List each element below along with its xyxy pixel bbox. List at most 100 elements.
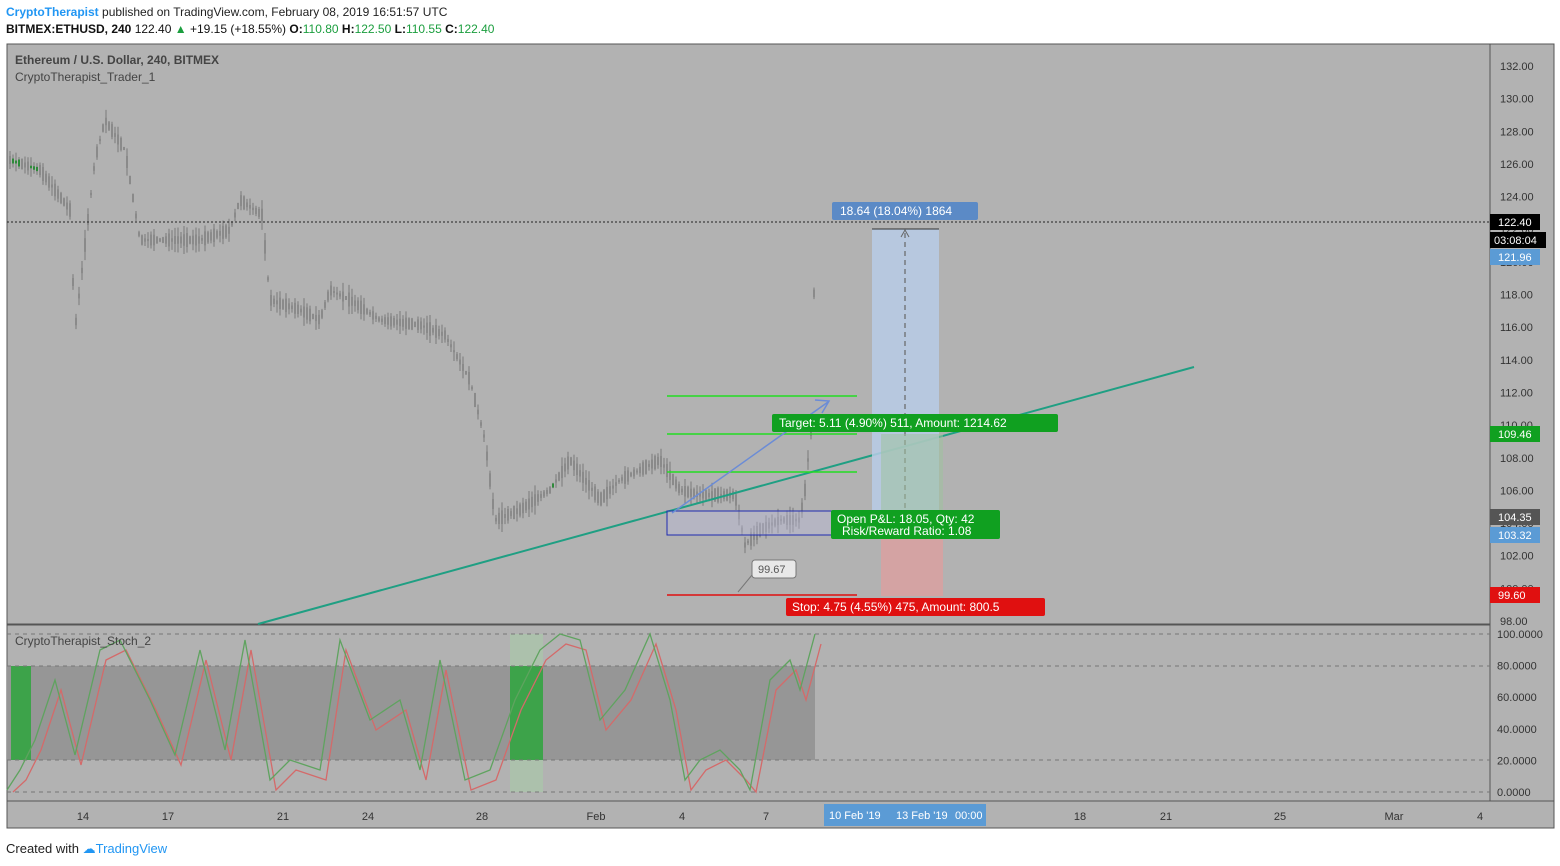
last-price-tag bbox=[1490, 214, 1540, 230]
candle-body bbox=[600, 492, 602, 506]
candle-body bbox=[30, 165, 32, 169]
candle-body bbox=[447, 338, 449, 342]
candle-body bbox=[807, 458, 809, 462]
candle-body bbox=[552, 483, 554, 488]
footer: Created with ☁TradingView bbox=[6, 841, 167, 857]
price-axis[interactable] bbox=[1489, 43, 1555, 802]
candle-body bbox=[117, 134, 119, 145]
candle-body bbox=[666, 463, 668, 478]
candle-body bbox=[759, 523, 761, 537]
candle-body bbox=[189, 236, 191, 244]
candle-body bbox=[795, 518, 797, 522]
candle-body bbox=[57, 189, 59, 199]
price-tick-label: 102.00 bbox=[1500, 551, 1534, 563]
candle-body bbox=[366, 308, 368, 314]
tradingview-link[interactable]: TradingView bbox=[95, 841, 168, 856]
stoch-tick-label: 60.0000 bbox=[1497, 692, 1537, 704]
stoch-axis-ticks: 100.0000 80.0000 60.0000 40.0000 20.0000 0.00… bbox=[1497, 629, 1543, 799]
open-label: O: bbox=[289, 22, 303, 36]
candle-body bbox=[426, 322, 428, 334]
candle-body bbox=[687, 486, 689, 498]
candle-body bbox=[303, 306, 305, 318]
stoch-d-line bbox=[12, 642, 822, 794]
candle-body bbox=[363, 304, 365, 315]
candle-body bbox=[324, 302, 326, 308]
candle-body bbox=[93, 166, 95, 171]
candle-body bbox=[561, 465, 563, 479]
candle-body bbox=[387, 317, 389, 325]
candle-body bbox=[267, 277, 269, 281]
time-tick-label: 28 bbox=[476, 811, 488, 823]
indicator-1-label[interactable]: CryptoTherapist_Trader_1 bbox=[15, 70, 156, 84]
stoch-tick-label: 20.0000 bbox=[1497, 755, 1537, 767]
candle-body bbox=[699, 493, 701, 497]
entry-zone[interactable] bbox=[666, 510, 858, 536]
candle-body bbox=[198, 236, 200, 244]
candle-body bbox=[159, 238, 161, 242]
candle-body bbox=[708, 492, 710, 498]
candle-body bbox=[636, 470, 638, 473]
candle-body bbox=[531, 496, 533, 508]
candle-body bbox=[195, 234, 197, 246]
price-tick-label: 124.00 bbox=[1500, 192, 1534, 204]
candle-body bbox=[327, 291, 329, 301]
candle-body bbox=[216, 230, 218, 238]
candle-body bbox=[591, 487, 593, 491]
candle-body bbox=[369, 311, 371, 315]
candle-body bbox=[498, 512, 500, 524]
price-pane[interactable] bbox=[6, 43, 1491, 625]
candle-body bbox=[255, 207, 257, 214]
indicator-2-label[interactable]: CryptoTherapist_Stoch_2 bbox=[15, 634, 151, 648]
chart-title: Ethereum / U.S. Dollar, 240, BITMEX bbox=[15, 53, 219, 67]
candle-body bbox=[645, 460, 647, 474]
candle-body bbox=[588, 480, 590, 491]
time-highlight-text: 10 Feb '19 bbox=[829, 810, 881, 822]
candle-body bbox=[72, 278, 74, 286]
candle-body bbox=[156, 236, 158, 244]
candle-body bbox=[75, 317, 77, 326]
measure-label-text: 18.64 (18.04%) 1864 bbox=[840, 204, 952, 218]
last-price: 122.40 bbox=[134, 22, 172, 36]
candle-body bbox=[597, 491, 599, 504]
candle-body bbox=[693, 489, 695, 498]
candle-body bbox=[168, 233, 170, 247]
candle-body bbox=[333, 290, 335, 294]
time-tick-label: Feb bbox=[587, 811, 606, 823]
stop-label-text: Stop: 4.75 (4.55%) 475, Amount: 800.5 bbox=[792, 600, 1000, 614]
created-with-text: Created with bbox=[6, 841, 79, 856]
candle-body bbox=[42, 167, 44, 181]
candle-body bbox=[762, 523, 764, 534]
candle-body bbox=[291, 305, 293, 310]
candle-body bbox=[567, 456, 569, 470]
candle-body bbox=[630, 472, 632, 477]
candle-body bbox=[129, 176, 131, 184]
candle-body bbox=[714, 488, 716, 502]
candle-body bbox=[438, 329, 440, 337]
candle-body bbox=[24, 162, 26, 168]
time-tick-label: 4 bbox=[1477, 811, 1483, 823]
author-link[interactable]: CryptoTherapist bbox=[6, 5, 99, 19]
trendline[interactable] bbox=[257, 366, 1195, 625]
rr-label-text: Risk/Reward Ratio: 1.08 bbox=[842, 524, 972, 538]
price-tag-gray-text: 104.35 bbox=[1498, 512, 1532, 524]
time-tick-label: 21 bbox=[277, 811, 289, 823]
time-axis[interactable] bbox=[6, 800, 1555, 829]
candle-body bbox=[147, 238, 149, 242]
candle-body bbox=[453, 350, 455, 353]
candle-body bbox=[603, 490, 605, 502]
stoch-tick-label: 100.0000 bbox=[1497, 629, 1543, 641]
stoch-signal-zone bbox=[510, 666, 543, 760]
candle-body bbox=[771, 522, 773, 526]
candle-body bbox=[459, 359, 461, 365]
candle-body bbox=[504, 513, 506, 519]
candle-body bbox=[306, 307, 308, 320]
candle-body bbox=[15, 160, 17, 164]
candle-body bbox=[525, 501, 527, 511]
last-price-tag-text: 122.40 bbox=[1498, 217, 1532, 229]
candle-body bbox=[558, 472, 560, 481]
candle-body bbox=[732, 491, 734, 499]
price-tags: 122.40 03:08:04 121.96 109.46 104.35 103… bbox=[1490, 214, 1546, 603]
candle-body bbox=[21, 159, 23, 169]
candle-body bbox=[90, 192, 92, 196]
